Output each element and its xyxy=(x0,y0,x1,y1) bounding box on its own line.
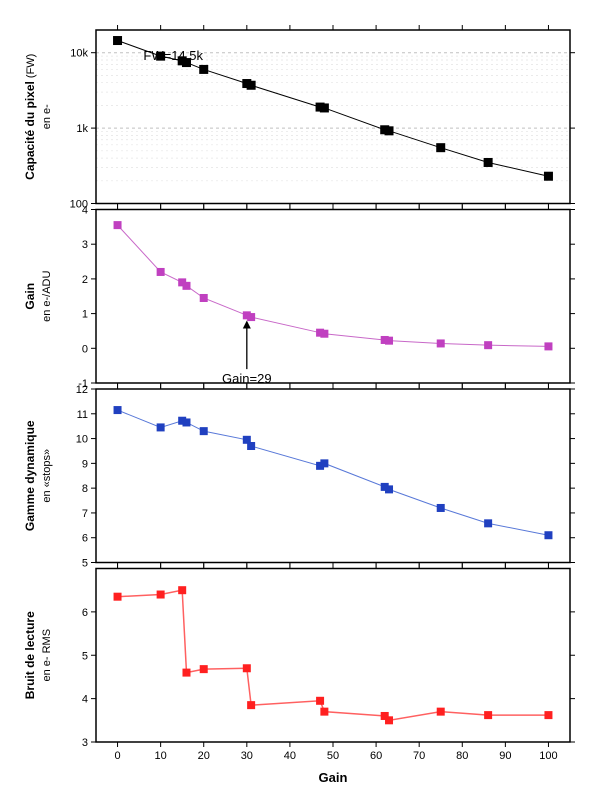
annotation-text: FW=14.5k xyxy=(143,48,203,63)
xtick-label: 60 xyxy=(370,750,382,762)
panel-fw: 1001k10kCapacité du pixel (FW)en e-FW=14… xyxy=(23,25,575,211)
series-marker xyxy=(485,520,492,527)
ytick-label: 1 xyxy=(82,309,88,321)
ytick-label: 5 xyxy=(82,650,88,662)
series-marker xyxy=(437,504,444,511)
ytick-label: 9 xyxy=(82,458,88,470)
series-marker xyxy=(200,65,208,73)
series-marker xyxy=(437,144,445,152)
xtick-label: 0 xyxy=(114,750,120,762)
series-marker xyxy=(317,697,324,704)
series-marker xyxy=(200,666,207,673)
panel-dyn: 5 6 7 8 9 10 11 12 Gamme dynamique en «stops» xyxy=(23,384,575,570)
series-marker xyxy=(485,712,492,719)
series-marker xyxy=(157,268,164,275)
xtick-label: 100 xyxy=(539,750,557,762)
series-marker xyxy=(247,81,255,89)
series-marker xyxy=(320,104,328,112)
series-marker xyxy=(183,419,190,426)
svg-text:Gain: Gain xyxy=(23,283,37,310)
ylabel: Gamme dynamique en «stops» xyxy=(23,420,53,531)
series-marker xyxy=(248,443,255,450)
ytick-label: 3 xyxy=(82,239,88,251)
series-marker xyxy=(545,712,552,719)
ytick-label: 0 xyxy=(82,343,88,355)
svg-text:en e-: en e- xyxy=(41,104,53,129)
ytick-label: 2 xyxy=(82,274,88,286)
svg-text:Gamme dynamique: Gamme dynamique xyxy=(23,420,37,531)
ytick-label: 1k xyxy=(76,123,88,135)
series-marker xyxy=(200,428,207,435)
series-marker xyxy=(437,340,444,347)
xtick-label: 70 xyxy=(413,750,425,762)
xtick-label: 30 xyxy=(241,750,253,762)
series-marker xyxy=(200,294,207,301)
series-marker xyxy=(243,665,250,672)
ylabel: Capacité du pixel (FW) en e- xyxy=(23,54,53,180)
series-marker xyxy=(114,37,122,45)
ytick-label: 10 xyxy=(76,434,88,446)
series-marker xyxy=(386,337,393,344)
series-marker xyxy=(157,591,164,598)
series-marker xyxy=(321,708,328,715)
series-marker xyxy=(385,127,393,135)
ytick-label: 6 xyxy=(82,607,88,619)
series-marker xyxy=(484,158,492,166)
series-marker xyxy=(114,222,121,229)
series-marker xyxy=(183,282,190,289)
figure-container: 1001k10kCapacité du pixel (FW)en e-FW=14… xyxy=(0,0,600,802)
ytick-label: 6 xyxy=(82,533,88,545)
series-marker xyxy=(114,593,121,600)
series-marker xyxy=(485,342,492,349)
series-marker xyxy=(437,708,444,715)
series-marker xyxy=(248,702,255,709)
ytick-label: 4 xyxy=(82,694,88,706)
panel-noise: 34560102030405060708090100Bruit de lectu… xyxy=(23,564,575,763)
series-marker xyxy=(183,669,190,676)
series-marker xyxy=(321,330,328,337)
ytick-label: 10k xyxy=(70,48,88,60)
ytick-label: 7 xyxy=(82,508,88,520)
ytick-label: 4 xyxy=(82,205,88,217)
series-marker xyxy=(321,460,328,467)
xtick-label: 40 xyxy=(284,750,296,762)
xtick-label: 50 xyxy=(327,750,339,762)
ytick-label: 12 xyxy=(76,384,88,396)
ytick-label: 5 xyxy=(82,558,88,570)
series-marker xyxy=(544,172,552,180)
xtick-label: 90 xyxy=(499,750,511,762)
svg-text:en e- RMS: en e- RMS xyxy=(41,629,53,682)
series-marker xyxy=(545,343,552,350)
series-marker xyxy=(248,314,255,321)
ytick-label: 3 xyxy=(82,737,88,749)
xtick-label: 10 xyxy=(155,750,167,762)
ytick-label: 8 xyxy=(82,483,88,495)
xlabel: Gain xyxy=(319,770,348,785)
series-marker xyxy=(157,424,164,431)
xtick-label: 80 xyxy=(456,750,468,762)
svg-text:Capacité du pixel (FW): Capacité du pixel (FW) xyxy=(23,54,37,180)
svg-text:Bruit de lecture: Bruit de lecture xyxy=(23,611,37,699)
series-marker xyxy=(179,587,186,594)
ylabel: Gain en e-/ADU xyxy=(23,271,53,322)
svg-text:en e-/ADU: en e-/ADU xyxy=(41,271,53,322)
svg-text:en «stops»: en «stops» xyxy=(41,449,53,503)
series-marker xyxy=(545,532,552,539)
series-marker xyxy=(114,407,121,414)
series-marker xyxy=(386,486,393,493)
series-marker xyxy=(386,717,393,724)
panel-gain: -101234Gainen e-/ADUGain=29 xyxy=(23,205,575,391)
ytick-label: 11 xyxy=(77,409,88,421)
ylabel: Bruit de lecture en e- RMS xyxy=(23,611,53,699)
xtick-label: 20 xyxy=(198,750,210,762)
annotation-text: Gain=29 xyxy=(222,371,272,386)
